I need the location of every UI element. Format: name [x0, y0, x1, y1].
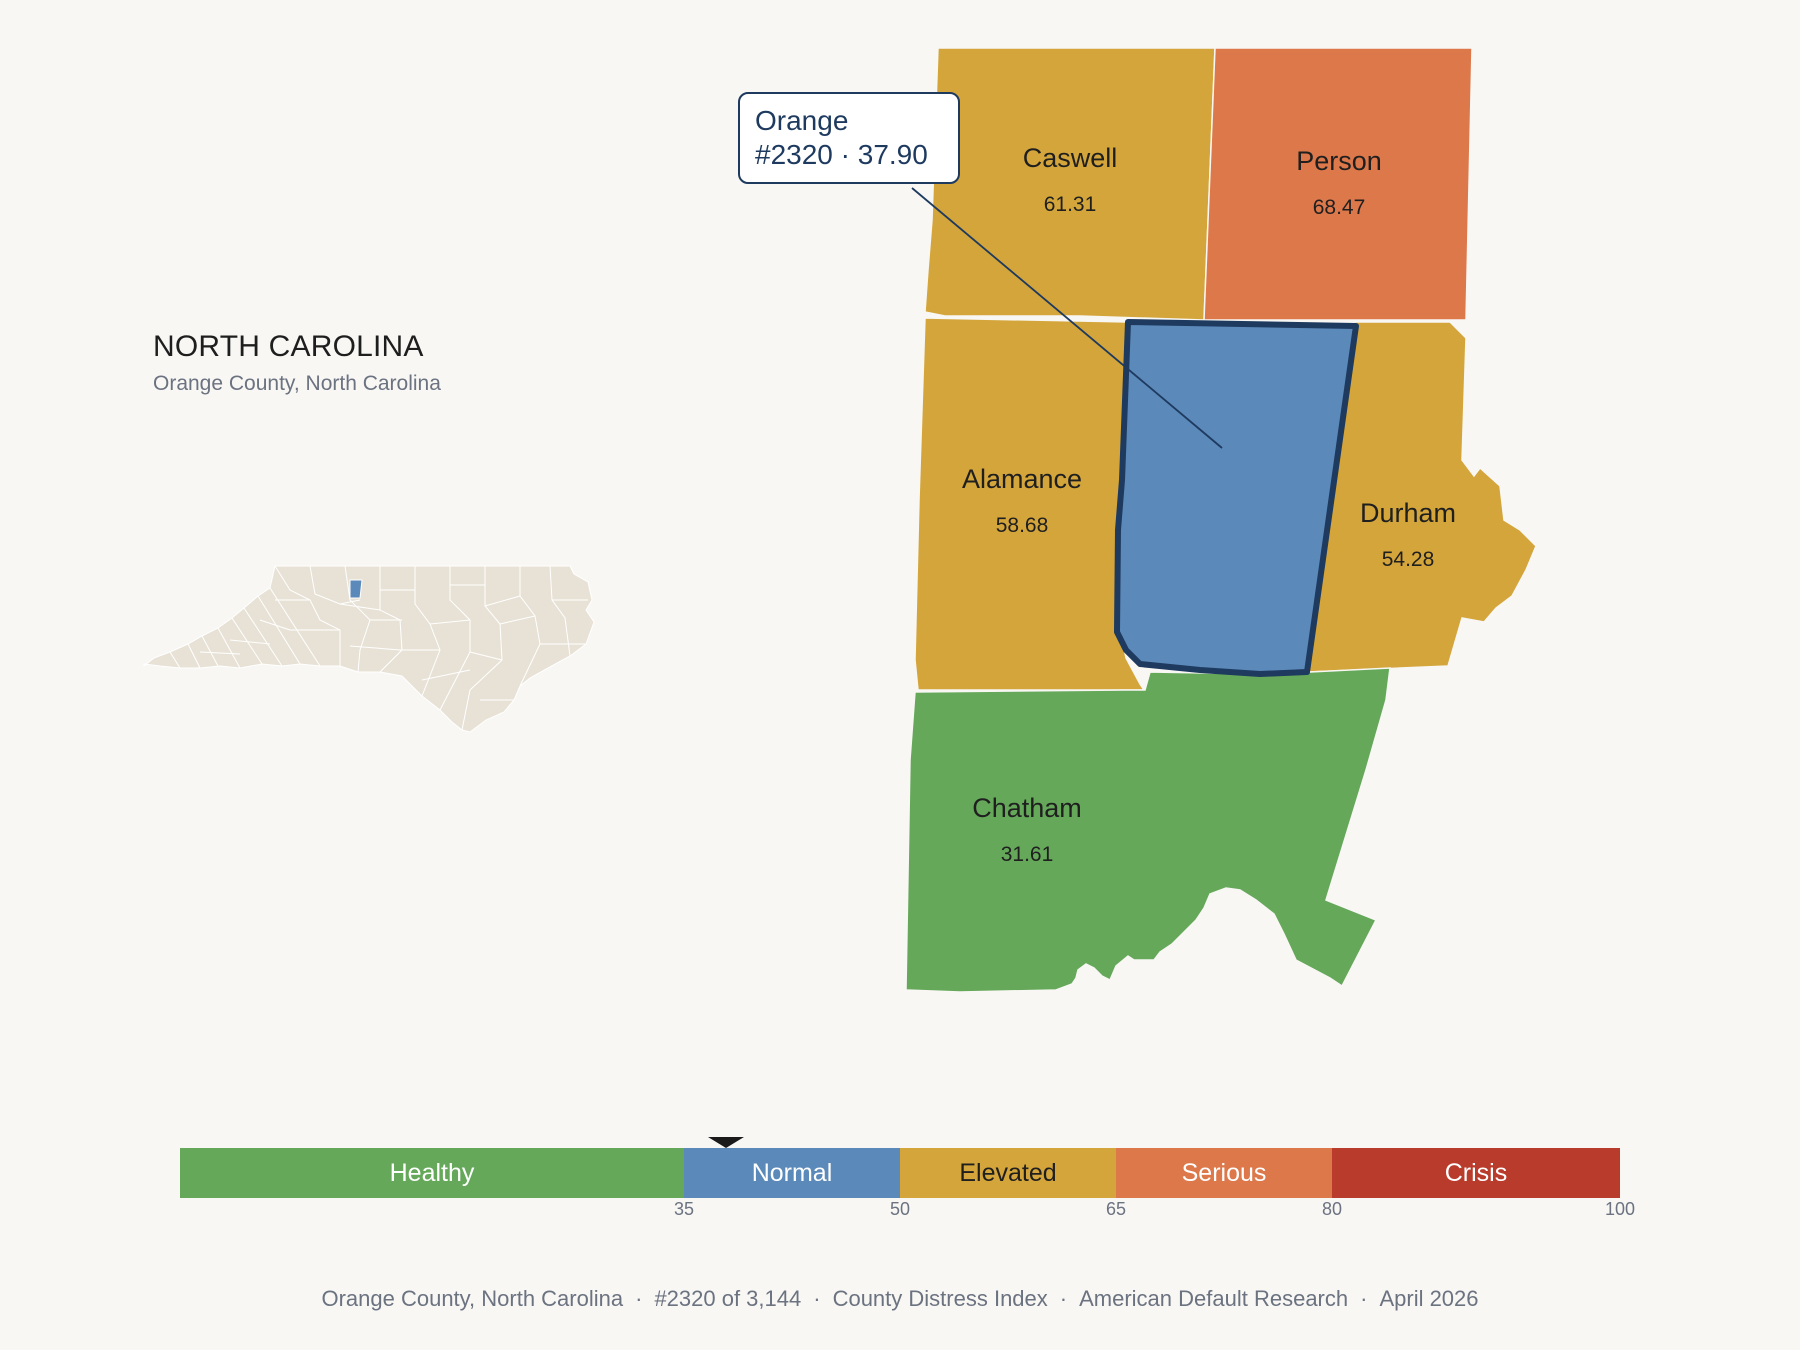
scale-marker-icon — [708, 1137, 744, 1148]
callout-leader-line — [911, 187, 1223, 449]
footer-index: County Distress Index — [832, 1286, 1048, 1311]
footer-source: American Default Research — [1079, 1286, 1349, 1311]
scale-label-healthy: Healthy — [389, 1158, 475, 1187]
scale-segment-serious: Serious — [1116, 1148, 1332, 1198]
county-label-alamance: Alamance — [962, 464, 1082, 494]
scale-label-normal: Normal — [751, 1158, 833, 1187]
footer-separator: · — [635, 1286, 643, 1311]
footer-separator: · — [813, 1286, 821, 1311]
county-value-alamance: 58.68 — [996, 514, 1049, 537]
county-caswell[interactable] — [924, 47, 1216, 321]
scale-label-elevated: Elevated — [959, 1158, 1057, 1187]
county-chatham[interactable] — [905, 667, 1391, 993]
county-label-durham: Durham — [1360, 498, 1456, 528]
callout-box: Orange #2320 · 37.90 — [738, 92, 960, 184]
scale-segment-healthy: Healthy — [180, 1148, 684, 1198]
footer-separator: · — [1059, 1286, 1068, 1311]
footer-date: April 2026 — [1379, 1286, 1479, 1311]
scale-tick-35: 35 — [673, 1199, 695, 1219]
callout-county-name: Orange — [755, 105, 849, 136]
scale-segment-elevated: Elevated — [900, 1148, 1116, 1198]
scale-tick-50: 50 — [889, 1199, 911, 1219]
footer-separator: · — [1360, 1286, 1368, 1311]
county-alamance[interactable] — [914, 317, 1146, 691]
scale-segment-normal: Normal — [684, 1148, 900, 1198]
distress-scale-bar: Healthy Normal Elevated Serious Crisis — [180, 1148, 1620, 1198]
county-label-person: Person — [1296, 146, 1382, 176]
state-subtitle: Orange County, North Carolina — [153, 372, 441, 395]
scale-tick-80: 80 — [1321, 1199, 1343, 1219]
callout-detail: #2320 · 37.90 — [755, 139, 928, 170]
county-person[interactable] — [1203, 47, 1473, 321]
state-title: NORTH CAROLINA — [153, 330, 424, 363]
scale-label-serious: Serious — [1181, 1158, 1267, 1187]
county-label-caswell: Caswell — [1023, 143, 1118, 173]
footer-county: Orange County, North Carolina — [321, 1286, 624, 1311]
county-value-chatham: 31.61 — [1001, 843, 1054, 866]
footer-rank: #2320 of 3,144 — [654, 1286, 802, 1311]
state-locator-map — [143, 565, 595, 733]
scale-segment-crisis: Crisis — [1332, 1148, 1620, 1198]
scale-tick-100: 100 — [1604, 1199, 1636, 1219]
scale-tick-65: 65 — [1105, 1199, 1127, 1219]
county-label-chatham: Chatham — [972, 793, 1082, 823]
county-value-caswell: 61.31 — [1044, 193, 1097, 216]
county-borders — [169, 565, 588, 731]
orange-county-inset-highlight — [349, 579, 363, 599]
county-value-durham: 54.28 — [1382, 548, 1435, 571]
county-value-person: 68.47 — [1313, 196, 1366, 219]
footer: Orange County, North Carolina · #2320 of 3… — [0, 1286, 1800, 1312]
scale-label-crisis: Crisis — [1444, 1158, 1508, 1187]
